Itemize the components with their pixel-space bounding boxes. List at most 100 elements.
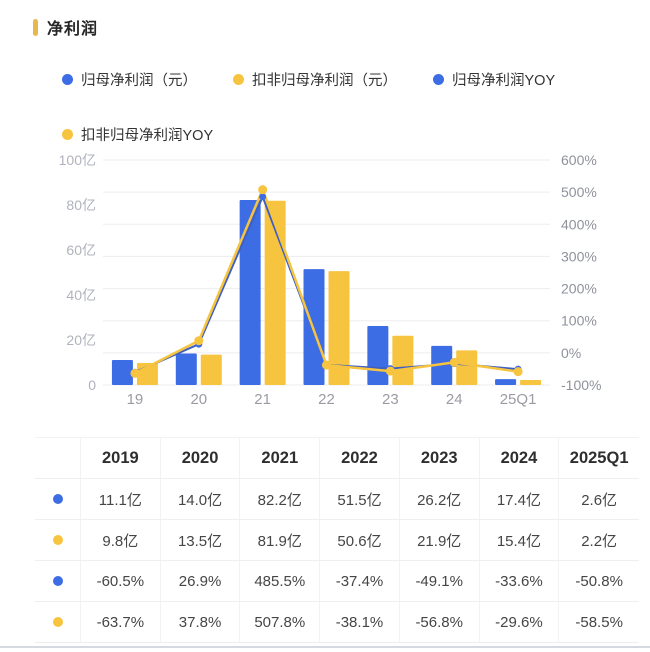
x-axis-tick: 20: [190, 391, 207, 408]
bar-blue-22[interactable]: [303, 269, 325, 385]
left-axis-tick: 100亿: [59, 152, 96, 168]
table-value-cell: 2.6亿: [581, 491, 618, 509]
series-dot-icon: [52, 494, 63, 504]
right-axis-tick: 500%: [561, 184, 597, 200]
bar-yellow-22[interactable]: [328, 271, 350, 385]
left-axis-tick: 0: [88, 377, 96, 393]
right-axis-tick: -100%: [561, 377, 601, 393]
table-value-cell: 50.6亿: [320, 520, 400, 560]
table-value-cell: -56.8%: [400, 602, 480, 642]
legend-label: 扣非归母净利润YOY: [81, 128, 214, 144]
table-value-cell: -58.5%: [575, 613, 623, 631]
table-value-cell: -49.1%: [400, 561, 480, 601]
left-axis-tick: 20亿: [66, 332, 96, 348]
table-value-cell: 485.5%: [240, 561, 321, 601]
chart-area[interactable]: 600% 500% 400% 300% 200% 100% 0% -100% 100亿 80亿 60…: [0, 142, 650, 424]
table-row: -60.5% 26.9% 485.5% -37.4% -49.1% -33.6% -50.8…: [35, 561, 639, 602]
table-value-cell: -60.5%: [81, 561, 161, 601]
marker-yellow-25Q1[interactable]: [513, 367, 523, 377]
bottom-divider: [0, 646, 650, 648]
table-series-dot-cell: [35, 561, 81, 601]
legend-dot-icon: [233, 74, 244, 85]
series-dot-icon: [52, 535, 63, 545]
legend-dot-icon: [433, 74, 444, 85]
marker-yellow-24[interactable]: [449, 357, 459, 367]
marker-yellow-22[interactable]: [322, 360, 331, 370]
right-axis-tick: 0%: [561, 345, 581, 361]
legend-item-2[interactable]: 归母净利润YOY: [433, 69, 555, 90]
table-header-cell: 2025Q1: [569, 448, 629, 467]
bar-yellow-21[interactable]: [264, 200, 286, 385]
line-blue: [133, 195, 520, 374]
profit-chart-svg[interactable]: 600% 500% 400% 300% 200% 100% 0% -100% 100亿 80亿 60…: [0, 142, 650, 424]
table-value-cell: -29.6%: [480, 602, 560, 642]
profit-table: 2019 2020 2021 2022 2023 2024 2025Q1 11.1亿 14.0亿…: [35, 437, 639, 643]
title-accent-bar: [33, 18, 38, 36]
bar-yellow-25Q1[interactable]: [520, 380, 542, 385]
table-series-dot-cell: [35, 602, 81, 642]
marker-yellow-20[interactable]: [194, 336, 204, 346]
table-value-cell: 26.9%: [161, 561, 241, 601]
legend-dot-icon: [62, 129, 73, 140]
bar-blue-20[interactable]: [175, 353, 197, 386]
table-header-cell: 2024: [480, 438, 560, 478]
table-value-cell: -50.8%: [575, 572, 623, 590]
bar-blue-23[interactable]: [367, 326, 389, 385]
table-value-cell: 11.1亿: [81, 479, 161, 519]
legend-item-3[interactable]: 扣非归母净利润YOY: [62, 124, 213, 145]
table-value-cell: 21.9亿: [400, 520, 480, 560]
series-dot-icon: [52, 576, 63, 586]
table-header-cell: 2022: [320, 438, 400, 478]
table-value-cell: -63.7%: [81, 602, 161, 642]
legend-item-0[interactable]: 归母净利润（元）: [62, 69, 197, 90]
table-row: -63.7% 37.8% 507.8% -38.1% -56.8% -29.6% -58.5…: [35, 602, 639, 643]
right-axis-tick: 400%: [561, 216, 597, 232]
table-header-cell: 2020: [161, 438, 241, 478]
bar-yellow-23[interactable]: [392, 335, 414, 385]
legend-label: 扣非归母净利润（元）: [252, 73, 397, 89]
marker-yellow-23[interactable]: [385, 366, 395, 376]
marker-yellow-21[interactable]: [258, 185, 268, 195]
bar-blue-21[interactable]: [239, 200, 261, 385]
table-value-cell: 15.4亿: [480, 520, 560, 560]
table-header-cell: 2021: [240, 438, 321, 478]
table-value-cell: 37.8%: [161, 602, 241, 642]
table-series-dot-cell: [35, 520, 81, 560]
right-axis-tick: 100%: [561, 313, 597, 329]
bar-blue-19[interactable]: [111, 360, 133, 385]
right-axis-tick: 600%: [561, 152, 597, 168]
bar-yellow-20[interactable]: [200, 354, 222, 385]
legend-label: 归母净利润（元）: [81, 73, 197, 89]
legend-item-1[interactable]: 扣非归母净利润（元）: [233, 69, 397, 90]
table-row: 11.1亿 14.0亿 82.2亿 51.5亿 26.2亿 17.4亿 2.6亿: [35, 479, 639, 520]
bar-blue-25Q1[interactable]: [495, 379, 517, 385]
table-value-cell: 14.0亿: [161, 479, 241, 519]
left-axis-tick: 80亿: [66, 197, 96, 213]
marker-blue-21[interactable]: [259, 193, 267, 201]
line-yellow: [133, 188, 520, 375]
legend-dot-icon: [62, 74, 73, 85]
x-axis-tick: 23: [382, 391, 399, 408]
table-value-cell: 81.9亿: [240, 520, 321, 560]
right-axis-tick: 300%: [561, 248, 597, 264]
right-axis-tick: 200%: [561, 281, 597, 297]
table-corner-cell: [35, 438, 81, 478]
table-value-cell: 9.8亿: [81, 520, 161, 560]
table-header-cell: 2019: [81, 438, 161, 478]
table-value-cell: 82.2亿: [240, 479, 321, 519]
x-axis-tick: 19: [127, 391, 144, 408]
marker-yellow-19[interactable]: [130, 368, 140, 378]
table-value-cell: 26.2亿: [400, 479, 480, 519]
series-dot-icon: [52, 617, 63, 627]
x-axis-tick: 24: [446, 391, 463, 408]
legend-label: 归母净利润YOY: [452, 73, 556, 89]
table-value-cell: 2.2亿: [581, 532, 618, 550]
bar-yellow-24[interactable]: [456, 350, 478, 385]
table-series-dot-cell: [35, 479, 81, 519]
x-axis-tick: 21: [254, 391, 271, 408]
x-axis-tick: 22: [318, 391, 335, 408]
table-value-cell: -37.4%: [320, 561, 400, 601]
table-value-cell: 13.5亿: [161, 520, 241, 560]
table-header-row: 2019 2020 2021 2022 2023 2024 2025Q1: [35, 438, 639, 479]
section-header: 净利润: [33, 15, 98, 39]
